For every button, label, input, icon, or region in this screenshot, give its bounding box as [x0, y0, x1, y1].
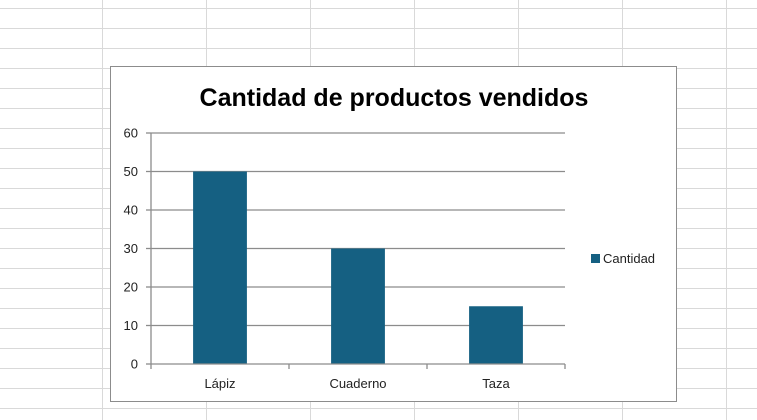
x-axis-ticks: Lápiz Cuaderno Taza	[204, 376, 510, 391]
y-tick-label-10: 10	[124, 318, 138, 333]
y-tick-label-0: 0	[131, 357, 138, 372]
y-tick-label-30: 30	[124, 241, 138, 256]
axes	[146, 132, 566, 369]
bar-0	[193, 171, 247, 364]
y-tick-label-20: 20	[124, 280, 138, 295]
bar-1	[331, 248, 385, 364]
legend-swatch	[591, 254, 600, 263]
chart-title: Cantidad de productos vendidos	[200, 84, 589, 112]
x-tick-label-2: Taza	[482, 376, 510, 391]
y-axis-ticks: 0 10 20 30 40 50 60	[124, 126, 138, 372]
x-tick-label-0: Lápiz	[204, 376, 235, 391]
y-tick-label-60: 60	[124, 126, 138, 141]
y-tick-label-40: 40	[124, 203, 138, 218]
y-tick-label-50: 50	[124, 164, 138, 179]
legend: Cantidad	[591, 251, 655, 266]
legend-label: Cantidad	[603, 251, 655, 266]
bars	[193, 171, 523, 364]
x-tick-label-1: Cuaderno	[329, 376, 386, 391]
bar-2	[469, 306, 523, 364]
